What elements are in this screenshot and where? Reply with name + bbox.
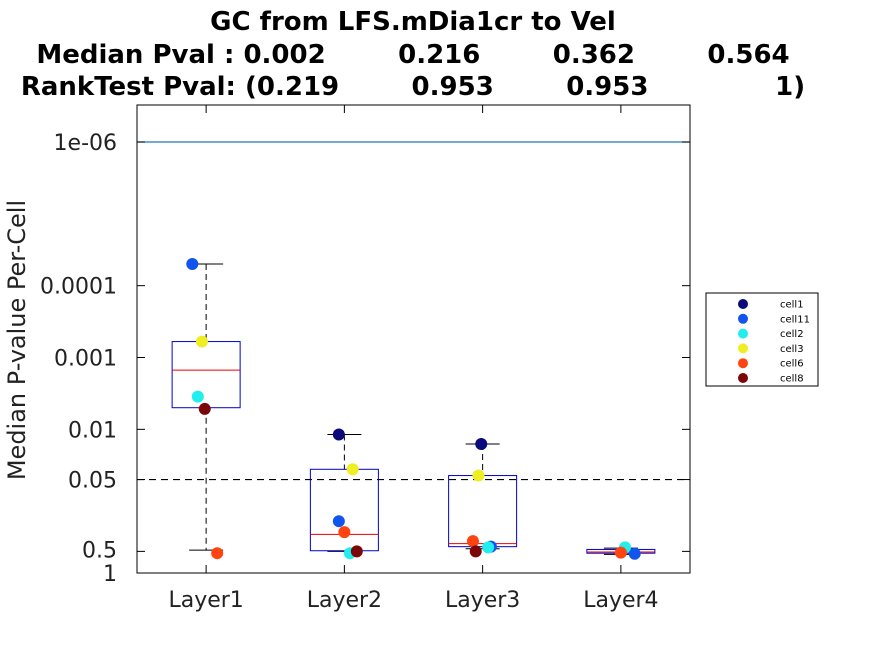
y-tick-label: 0.05 [68,469,117,494]
title-line-1: GC from LFS.mDia1cr to Vel [210,7,616,37]
y-tick-label: 0.001 [54,347,117,372]
x-tick-label-layer1: Layer1 [168,588,243,613]
point-cell6-layer4 [614,546,627,559]
point-cell11-layer1 [186,258,199,271]
legend: cell1 cell11 cell2 cell3 cell6 cell8 [705,292,819,387]
point-cell1-layer2 [332,428,345,441]
legend-marker-cell3 [738,343,748,354]
y-axis-label: Median P-value Per-Cell [3,200,31,480]
y-tick-label: 0.0001 [40,275,117,300]
legend-marker-cell6 [738,358,748,369]
point-cell6-layer2 [338,526,351,539]
point-cell6-layer3 [466,535,479,548]
y-axis-ticks: 1e-06 0.0001 0.001 0.01 0.05 0.51 [40,131,690,587]
legend-label-cell8: cell8 [780,374,804,385]
reference-lines [137,141,690,481]
point-cell1-layer3 [475,437,488,450]
x-tick-label-layer2: Layer2 [307,588,382,613]
point-cell6-layer1 [211,547,224,560]
legend-label-cell2: cell2 [780,329,804,340]
y-tick-label: 0.01 [68,418,117,443]
title-line-2: Median Pval : 0.002 0.216 0.362 0.564 [36,40,789,70]
y-tick-label: 1 [103,562,117,587]
point-cell3-layer3 [472,469,485,482]
x-axis-ticks: Layer1 Layer2 Layer3 Layer4 [168,105,659,613]
data-points [186,258,641,560]
plot-area [136,104,691,574]
point-cell11-layer4 [628,547,641,560]
legend-marker-cell1 [738,299,748,309]
point-cell3-layer1 [195,335,208,348]
y-tick-label: 1e-06 [54,131,117,156]
point-cell2-layer3 [482,541,495,554]
y-tick-label: 0.5 [82,538,117,563]
legend-marker-cell11 [738,313,748,324]
legend-label-cell3: cell3 [780,344,804,355]
point-cell11-layer2 [332,515,345,528]
point-cell8-layer2 [350,545,363,558]
legend-label-cell6: cell6 [780,359,804,370]
point-cell2-layer1 [191,390,204,403]
point-cell3-layer2 [346,463,359,476]
point-cell8-layer1 [198,402,211,415]
x-tick-label-layer3: Layer3 [445,588,520,613]
box-iqr [309,468,379,552]
point-cell8-layer3 [469,545,482,558]
legend-label-cell1: cell1 [780,300,804,311]
legend-marker-cell2 [738,328,748,339]
legend-marker-cell8 [738,373,748,383]
x-tick-label-layer4: Layer4 [583,588,658,613]
legend-label-cell11: cell11 [780,314,810,325]
legend-box [705,292,819,387]
title-line-3: RankTest Pval: (0.219 0.953 0.953 1) [21,72,805,102]
